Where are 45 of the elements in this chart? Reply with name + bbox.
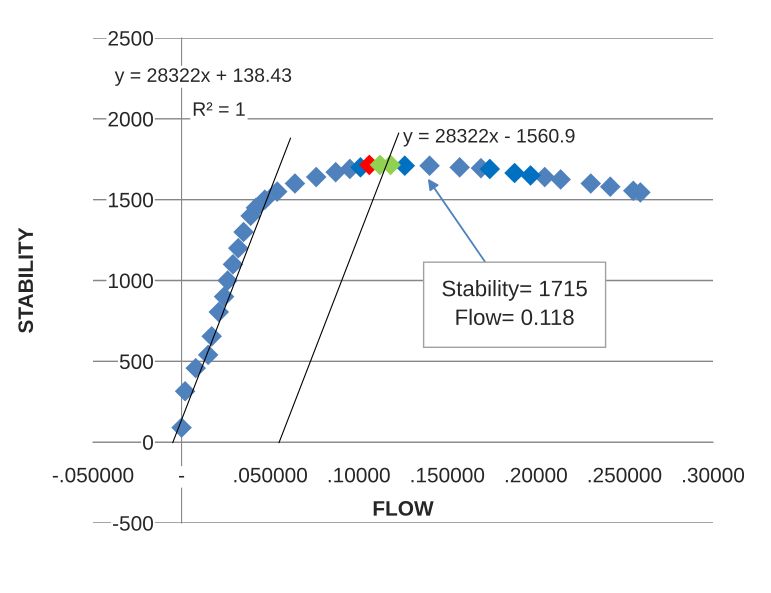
- point: [480, 158, 500, 180]
- point: [217, 270, 238, 291]
- point: [185, 358, 206, 378]
- x-tick-label: .050000: [234, 468, 307, 482]
- y-tick-label: 500: [120, 354, 153, 370]
- y-tick-label: -500: [113, 516, 153, 531]
- point: [266, 181, 288, 202]
- x-tick-label: .20000: [506, 468, 567, 482]
- point: [504, 162, 525, 184]
- x-tick-label: -: [179, 476, 184, 478]
- y-tick-label: 1500: [109, 192, 153, 208]
- y-tick-label: 2000: [108, 112, 153, 127]
- point: [284, 173, 306, 194]
- point: [449, 157, 470, 178]
- x-tick-label: .250000: [588, 468, 662, 482]
- x-tick-label: .10000: [328, 468, 390, 482]
- point: [550, 169, 571, 190]
- point: [306, 166, 326, 188]
- annotation: Stability= 1715 Flow= 0.118: [442, 280, 587, 326]
- x-tick-label: -.050000: [52, 468, 134, 482]
- annotation: R² = 1: [194, 102, 245, 116]
- x-axis-title: FLOW: [374, 501, 434, 516]
- point: [222, 254, 244, 275]
- point: [600, 176, 621, 198]
- y-tick-label: 2500: [108, 31, 153, 46]
- point: [174, 380, 196, 402]
- point: [171, 417, 192, 438]
- y-tick-label: 0: [143, 435, 153, 450]
- point: [580, 173, 602, 194]
- point: [208, 302, 230, 322]
- x-tick-label: .150000: [412, 468, 484, 482]
- point: [254, 189, 276, 210]
- point: [419, 155, 440, 176]
- point: [520, 165, 541, 186]
- annotation: y = 28322x - 1560.9: [403, 128, 575, 146]
- y-tick-label: 1000: [109, 274, 153, 288]
- x-tick-label: .30000: [683, 468, 744, 482]
- point: [214, 286, 234, 307]
- point: [201, 326, 222, 347]
- annotation: y = 28322x + 138.43: [114, 68, 292, 86]
- point: [233, 222, 254, 242]
- y-axis-title: STABILITY: [18, 228, 34, 333]
- point: [325, 162, 346, 182]
- point: [228, 238, 249, 258]
- point: [198, 344, 218, 366]
